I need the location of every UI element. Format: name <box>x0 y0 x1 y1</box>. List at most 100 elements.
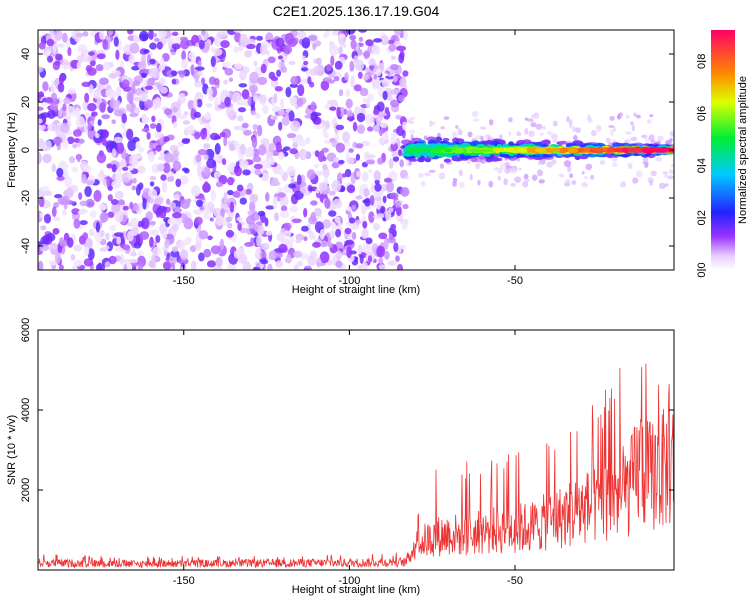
noise-speckle <box>38 249 43 255</box>
colorbar-tick-label: 0.8 <box>696 54 708 69</box>
signal-blob <box>469 142 479 145</box>
noise-speckle <box>267 263 273 270</box>
noise-speckle <box>222 91 231 97</box>
noise-speckle <box>283 44 292 55</box>
noise-speckle <box>207 235 213 241</box>
noise-speckle <box>52 125 57 132</box>
faint-speckle <box>531 174 538 181</box>
noise-speckle <box>164 152 174 164</box>
noise-speckle <box>114 172 124 183</box>
faint-speckle <box>667 175 674 180</box>
noise-speckle <box>205 103 213 108</box>
noise-speckle <box>387 260 397 266</box>
noise-speckle <box>73 244 83 252</box>
faint-speckle <box>657 135 664 142</box>
noise-speckle <box>307 255 317 266</box>
noise-speckle <box>206 87 213 98</box>
noise-speckle <box>383 239 389 250</box>
noise-speckle <box>56 167 64 178</box>
noise-speckle <box>115 49 120 60</box>
faint-speckle <box>432 121 436 126</box>
noise-speckle <box>178 114 188 120</box>
faint-speckle <box>641 134 648 139</box>
noise-speckle <box>240 143 246 155</box>
signal-blob <box>493 148 500 152</box>
noise-speckle <box>367 93 374 102</box>
noise-speckle <box>154 197 164 206</box>
noise-speckle <box>61 32 68 43</box>
noise-speckle <box>203 166 211 177</box>
noise-speckle <box>355 219 362 224</box>
noise-speckle <box>81 81 91 88</box>
noise-speckle <box>334 132 340 142</box>
noise-speckle <box>139 231 150 240</box>
faint-speckle <box>538 179 545 184</box>
noise-speckle <box>51 163 56 173</box>
noise-speckle <box>53 136 63 144</box>
faint-speckle <box>605 137 612 144</box>
noise-speckle <box>38 139 46 150</box>
noise-speckle <box>283 146 291 151</box>
noise-speckle <box>255 112 261 119</box>
noise-speckle <box>137 60 147 70</box>
noise-speckle <box>300 252 309 260</box>
noise-speckle <box>42 81 49 92</box>
noise-speckle <box>228 110 237 121</box>
noise-speckle <box>260 250 267 259</box>
noise-speckle <box>237 115 244 122</box>
noise-speckle <box>303 60 309 66</box>
noise-speckle <box>395 255 400 262</box>
noise-speckle <box>215 257 223 268</box>
noise-speckle <box>43 190 53 197</box>
y-tick-label: -40 <box>20 238 32 254</box>
noise-speckle <box>159 86 168 94</box>
faint-speckle <box>475 162 481 170</box>
faint-speckle <box>472 118 480 122</box>
colorbar-tick-label: 0.4 <box>696 158 708 173</box>
noise-speckle <box>273 93 278 104</box>
noise-speckle <box>55 53 63 61</box>
faint-speckle <box>504 167 511 174</box>
faint-speckle <box>428 169 436 173</box>
noise-speckle <box>384 210 392 221</box>
noise-speckle <box>47 55 53 63</box>
noise-speckle <box>132 177 137 184</box>
noise-speckle <box>322 219 332 229</box>
noise-speckle <box>278 151 285 160</box>
snr-panel: -150 -100 -50 2000 4000 6000 Height of strai… <box>6 318 675 596</box>
noise-speckle <box>49 244 59 249</box>
noise-speckle <box>388 207 394 213</box>
noise-speckle <box>163 108 173 116</box>
noise-speckle <box>215 181 223 188</box>
noise-speckle <box>196 165 203 177</box>
noise-speckle <box>264 217 269 227</box>
x-tick-label: -50 <box>507 575 523 587</box>
noise-speckle <box>112 99 121 108</box>
noise-speckle <box>284 257 292 264</box>
noise-speckle <box>132 80 141 87</box>
noise-speckle <box>392 229 397 238</box>
x-tick-label: -100 <box>338 275 360 287</box>
noise-speckle <box>275 141 282 153</box>
noise-speckle <box>262 104 269 115</box>
noise-speckle <box>373 73 378 80</box>
faint-speckle <box>563 160 568 167</box>
noise-speckle <box>56 175 65 181</box>
noise-speckle <box>396 263 404 270</box>
noise-speckle <box>373 109 380 116</box>
noise-speckle <box>212 66 217 73</box>
noise-speckle <box>351 231 357 240</box>
noise-speckle <box>402 203 409 210</box>
noise-speckle <box>342 131 350 143</box>
noise-speckle <box>111 148 117 159</box>
noise-speckle <box>154 131 163 139</box>
noise-speckle <box>272 115 278 121</box>
noise-speckle <box>149 175 157 181</box>
noise-speckle <box>390 55 397 61</box>
colorbar-label: Normalized spectral amplitude <box>737 76 749 224</box>
faint-speckle <box>569 173 574 179</box>
noise-speckle <box>83 237 93 250</box>
noise-speckle <box>200 128 208 140</box>
noise-speckle <box>375 78 381 90</box>
noise-speckle <box>147 151 155 163</box>
